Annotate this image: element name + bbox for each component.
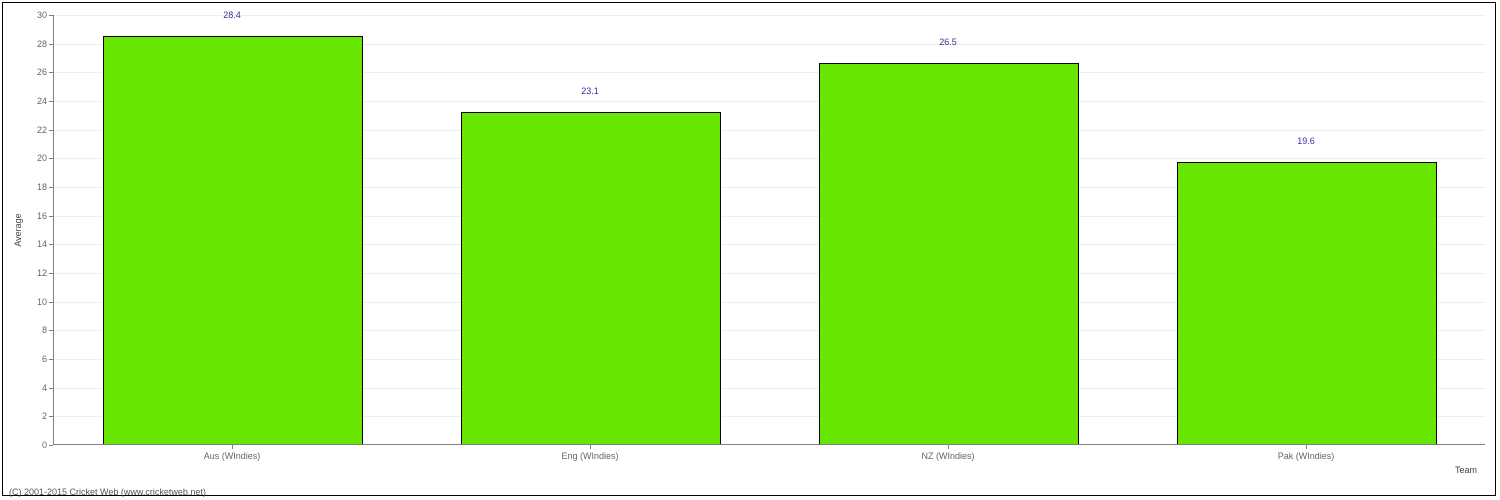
copyright-text: (C) 2001-2015 Cricket Web (www.cricketwe… <box>9 487 206 497</box>
xtick-label: Pak (WIndies) <box>1278 445 1335 461</box>
ytick-label: 26 <box>37 67 53 77</box>
ytick-label: 4 <box>42 383 53 393</box>
ytick-label: 20 <box>37 153 53 163</box>
ytick-label: 2 <box>42 411 53 421</box>
bar-value-label: 28.4 <box>223 10 241 24</box>
ytick-label: 28 <box>37 39 53 49</box>
chart-frame: 02468101214161820222426283028.4Aus (WInd… <box>2 2 1496 496</box>
bar-value-label: 26.5 <box>939 37 957 51</box>
xtick-label: NZ (WIndies) <box>921 445 974 461</box>
x-axis-title: Team <box>1455 465 1477 475</box>
bar-value-label: 23.1 <box>581 86 599 100</box>
ytick-label: 30 <box>37 10 53 20</box>
ytick-label: 10 <box>37 297 53 307</box>
ytick-label: 24 <box>37 96 53 106</box>
y-axis-line <box>53 15 54 445</box>
plot-area: 02468101214161820222426283028.4Aus (WInd… <box>53 15 1485 445</box>
bar <box>103 36 363 444</box>
ytick-label: 12 <box>37 268 53 278</box>
ytick-label: 14 <box>37 239 53 249</box>
ytick-label: 18 <box>37 182 53 192</box>
xtick-label: Aus (WIndies) <box>204 445 261 461</box>
bar <box>461 112 721 444</box>
ytick-label: 8 <box>42 325 53 335</box>
ytick-label: 0 <box>42 440 53 450</box>
ytick-label: 16 <box>37 211 53 221</box>
y-axis-title: Average <box>13 213 23 246</box>
ytick-label: 6 <box>42 354 53 364</box>
bar <box>819 63 1079 444</box>
bar <box>1177 162 1437 444</box>
xtick-label: Eng (WIndies) <box>561 445 618 461</box>
ytick-label: 22 <box>37 125 53 135</box>
x-axis-line <box>53 444 1485 445</box>
bar-value-label: 19.6 <box>1297 136 1315 150</box>
gridline <box>53 15 1485 16</box>
